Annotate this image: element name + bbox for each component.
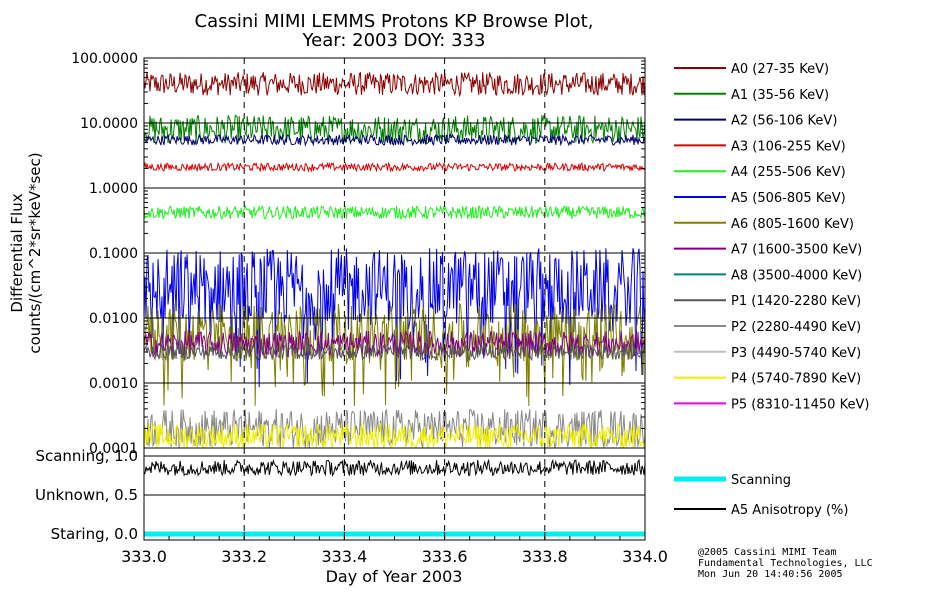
lower-y-tick-label: Scanning, 1.0 xyxy=(35,447,138,465)
x-tick-label: 333.8 xyxy=(522,547,568,566)
x-tick-label: 333.4 xyxy=(321,547,367,566)
y-axis-label-line2: counts/(cm^2*sr*keV*sec) xyxy=(26,152,44,353)
legend-label: A0 (27-35 KeV) xyxy=(731,62,829,77)
legend-label: A4 (255-506 KeV) xyxy=(731,165,846,180)
series-line-a1 xyxy=(143,114,646,145)
credit-line-3: Mon Jun 20 14:40:56 2005 xyxy=(698,569,843,580)
legend-label: A1 (35-56 KeV) xyxy=(731,88,829,103)
x-axis-label: Day of Year 2003 xyxy=(326,567,463,586)
x-tick-label: 333.2 xyxy=(221,547,267,566)
legend-label: P1 (1420-2280 KeV) xyxy=(731,294,861,309)
legend-label: P4 (5740-7890 KeV) xyxy=(731,372,861,387)
legend-label: P2 (2280-4490 KeV) xyxy=(731,320,861,335)
series-line-a5 xyxy=(143,248,646,388)
anisotropy-line xyxy=(143,458,646,477)
y-tick-label: 0.0100 xyxy=(89,311,138,327)
legend-label: P5 (8310-11450 KeV) xyxy=(731,397,869,412)
y-axis-label-line1: Differential Flux xyxy=(8,193,26,312)
y-tick-label: 10.0000 xyxy=(80,116,138,132)
credit-line-1: @2005 Cassini MIMI Team xyxy=(698,547,836,558)
chart-title: Cassini MIMI LEMMS Protons KP Browse Plo… xyxy=(195,11,594,32)
y-tick-label: 1.0000 xyxy=(89,181,138,197)
legend-label: A3 (106-255 KeV) xyxy=(731,139,846,154)
lower-y-tick-label: Unknown, 0.5 xyxy=(35,486,138,504)
series-line-a3 xyxy=(143,161,646,173)
legend-label: A6 (805-1600 KeV) xyxy=(731,217,854,232)
y-tick-label: 0.0001 xyxy=(89,441,138,457)
x-tick-label: 333.0 xyxy=(121,547,167,566)
chart-subtitle: Year: 2003 DOY: 333 xyxy=(302,30,486,51)
x-tick-label: 334.0 xyxy=(622,547,668,566)
lower-legend-label: Scanning xyxy=(731,473,791,488)
y-tick-label: 0.1000 xyxy=(89,246,138,262)
series-line-a4 xyxy=(143,204,646,221)
legend-label: P3 (4490-5740 KeV) xyxy=(731,346,861,361)
legend-label: A8 (3500-4000 KeV) xyxy=(731,268,862,283)
lower-y-tick-label: Staring, 0.0 xyxy=(51,525,138,543)
series-line-p4 xyxy=(143,422,646,450)
series-line-p1 xyxy=(143,342,646,362)
lower-legend-label: A5 Anisotropy (%) xyxy=(731,503,848,518)
lower-plot-panel: Scanning, 1.0 Unknown, 0.5 Staring, 0.0 xyxy=(35,447,646,543)
legend-label: A5 (506-805 KeV) xyxy=(731,191,846,206)
x-tick-label: 333.6 xyxy=(422,547,468,566)
legend-label: A2 (56-106 KeV) xyxy=(731,114,837,129)
y-tick-label: 100.0000 xyxy=(71,51,138,67)
series-line-a2 xyxy=(143,133,646,147)
series-line-a0 xyxy=(143,71,646,98)
main-plot-panel: 100.0000 10.0000 1.0000 0.1000 0.0100 0.0010 0… xyxy=(71,51,646,457)
y-tick-label: 0.0010 xyxy=(89,376,138,392)
legend-label: A7 (1600-3500 KeV) xyxy=(731,243,862,258)
credit-line-2: Fundamental Technologies, LLC xyxy=(698,558,873,569)
